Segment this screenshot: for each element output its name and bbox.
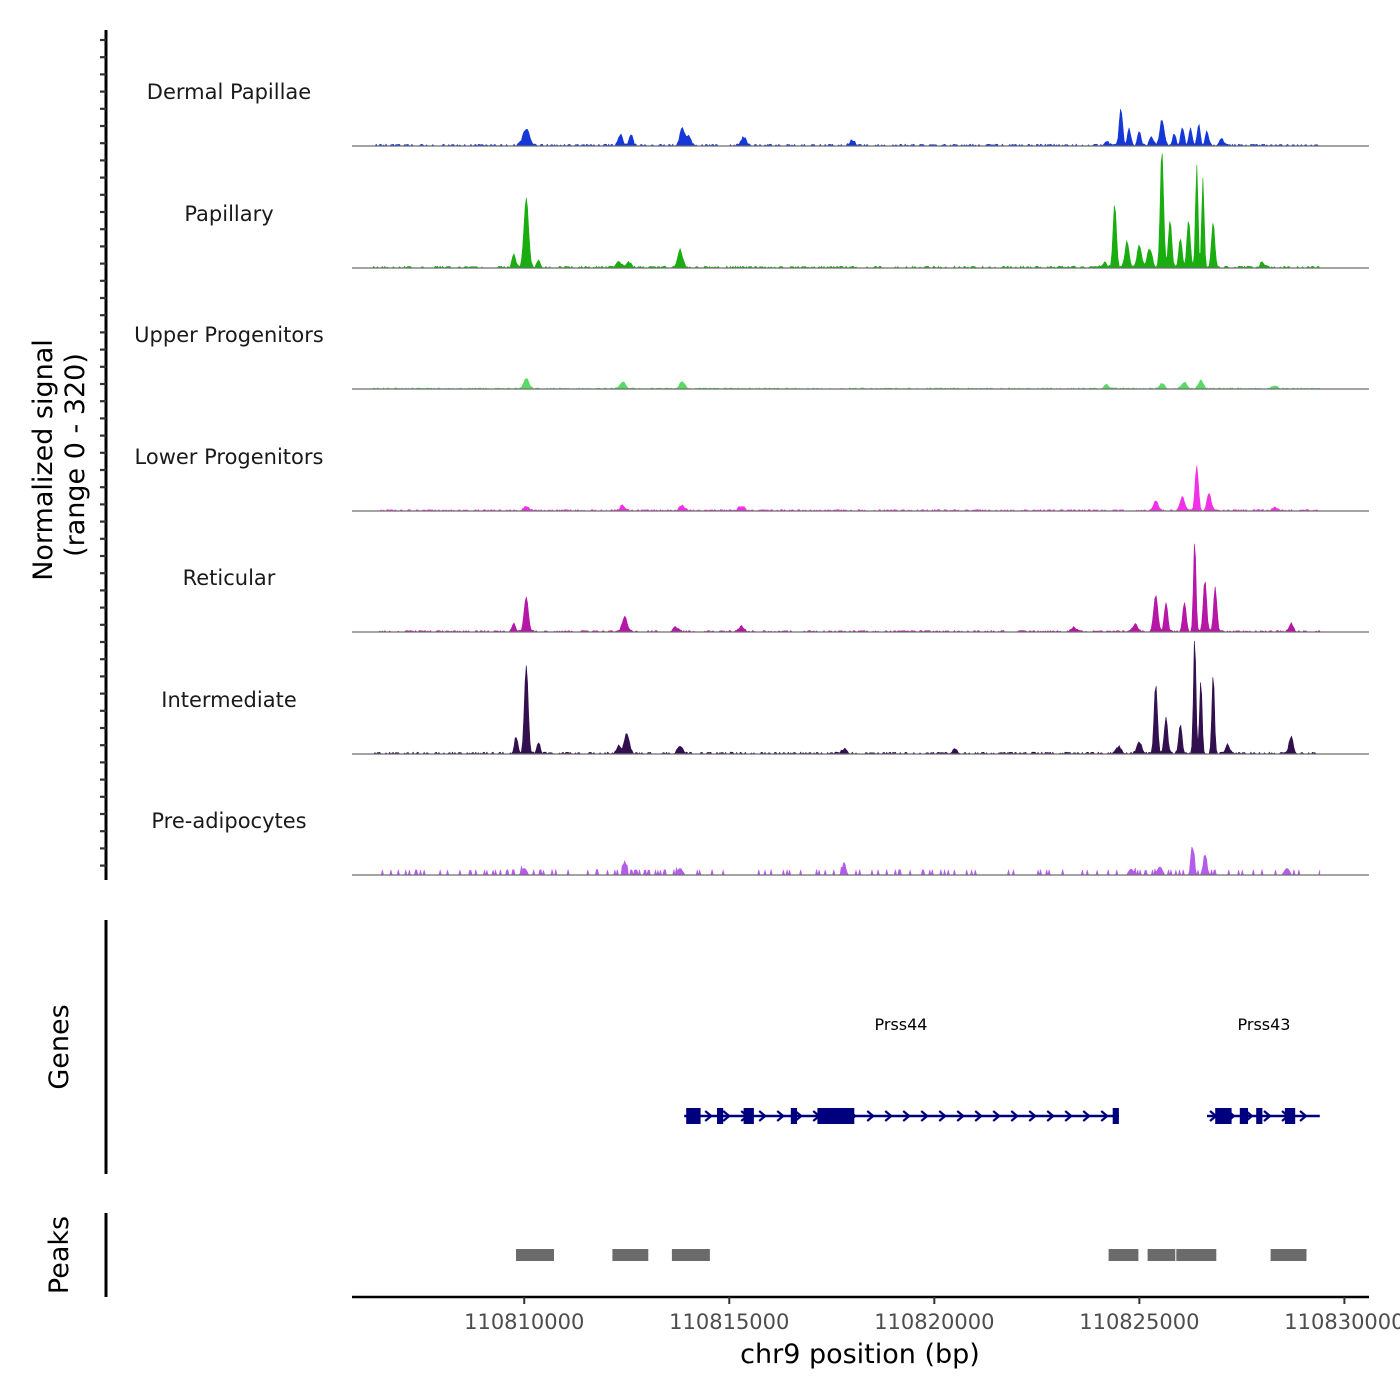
strand-arrow-icon (1100, 1110, 1109, 1122)
peak-region (612, 1249, 649, 1261)
coverage-area-reticular (372, 543, 1321, 633)
coverage-area-pre-adipocytes (372, 846, 1321, 877)
exon-prss44 (817, 1108, 855, 1124)
exon-prss44 (717, 1108, 724, 1124)
gene-label-prss43: Prss43 (1238, 1015, 1291, 1034)
strand-arrow-icon (884, 1110, 893, 1122)
strand-arrow-icon (722, 1110, 731, 1122)
strand-arrow-icon (1046, 1110, 1055, 1122)
strand-arrow-icon (920, 1110, 929, 1122)
x-tick-label: 110825000 (1079, 1310, 1199, 1334)
coverage-track-labels: Dermal Papillae Papillary Upper Progenit… (134, 80, 324, 833)
exon-prss43 (1284, 1108, 1296, 1124)
strand-arrow-icon (1263, 1110, 1272, 1122)
coverage-tracks (352, 109, 1369, 877)
coverage-y-axis-ticks (100, 38, 106, 867)
strand-arrow-icon (1082, 1110, 1091, 1122)
track-label-lower-progenitors: Lower Progenitors (135, 445, 324, 469)
y-axis-title-line-2: (range 0 - 320) (60, 353, 91, 557)
y-axis-title-line-1: Normalized signal (28, 339, 59, 581)
strand-arrow-icon (866, 1110, 875, 1122)
strand-arrow-icon (704, 1110, 713, 1122)
strand-arrow-icon (992, 1110, 1001, 1122)
exon-prss44 (790, 1108, 797, 1124)
gene-label-prss44: Prss44 (875, 1015, 928, 1034)
x-tick-label: 110830000 (1284, 1310, 1400, 1334)
peak-region (1176, 1249, 1217, 1261)
x-axis-title: chr9 position (bp) (740, 1339, 980, 1370)
exon-prss44 (1112, 1108, 1119, 1124)
exon-prss44 (686, 1108, 701, 1124)
peak-region (1108, 1249, 1139, 1261)
strand-arrow-icon (776, 1110, 785, 1122)
strand-arrow-icon (1010, 1110, 1019, 1122)
y-axis-title: Normalized signal (range 0 - 320) (28, 339, 91, 581)
track-label-intermediate: Intermediate (161, 688, 297, 712)
peak-regions (516, 1249, 1307, 1261)
coverage-area-lower-progenitors (372, 465, 1320, 512)
strand-arrow-icon (794, 1110, 803, 1122)
peak-region (1147, 1249, 1176, 1261)
coverage-area-papillary (371, 153, 1321, 269)
track-label-dermal-papillae: Dermal Papillae (147, 80, 311, 104)
exon-prss43 (1215, 1108, 1232, 1124)
peak-region (516, 1249, 554, 1261)
exon-prss43 (1239, 1108, 1248, 1124)
coverage-area-dermal-papillae (372, 109, 1320, 147)
coverage-area-upper-progenitors (371, 378, 1321, 390)
x-tick-label: 110815000 (669, 1310, 789, 1334)
track-label-upper-progenitors: Upper Progenitors (134, 323, 324, 347)
strand-arrow-icon (902, 1110, 911, 1122)
exon-prss44 (743, 1108, 754, 1124)
x-tick-label: 110810000 (464, 1310, 584, 1334)
strand-arrow-icon (1064, 1110, 1073, 1122)
genes-track-title: Genes (44, 1004, 75, 1089)
strand-arrow-icon (758, 1110, 767, 1122)
track-label-pre-adipocytes: Pre-adipocytes (151, 809, 306, 833)
strand-arrow-icon (974, 1110, 983, 1122)
track-label-papillary: Papillary (184, 202, 273, 226)
strand-arrow-icon (1028, 1110, 1037, 1122)
peak-region (1270, 1249, 1307, 1261)
x-axis-ticks: 110810000 110815000 110820000 110825000 1108… (464, 1297, 1400, 1334)
strand-arrow-icon (938, 1110, 947, 1122)
x-tick-label: 110820000 (874, 1310, 994, 1334)
strand-arrow-icon (956, 1110, 965, 1122)
gene-models (684, 1108, 1320, 1124)
peak-region (671, 1249, 710, 1261)
exon-prss43 (1256, 1108, 1263, 1124)
strand-arrow-icon (1299, 1110, 1308, 1122)
peaks-track-title: Peaks (44, 1216, 75, 1294)
track-label-reticular: Reticular (183, 566, 276, 590)
coverage-area-intermediate (372, 640, 1320, 755)
